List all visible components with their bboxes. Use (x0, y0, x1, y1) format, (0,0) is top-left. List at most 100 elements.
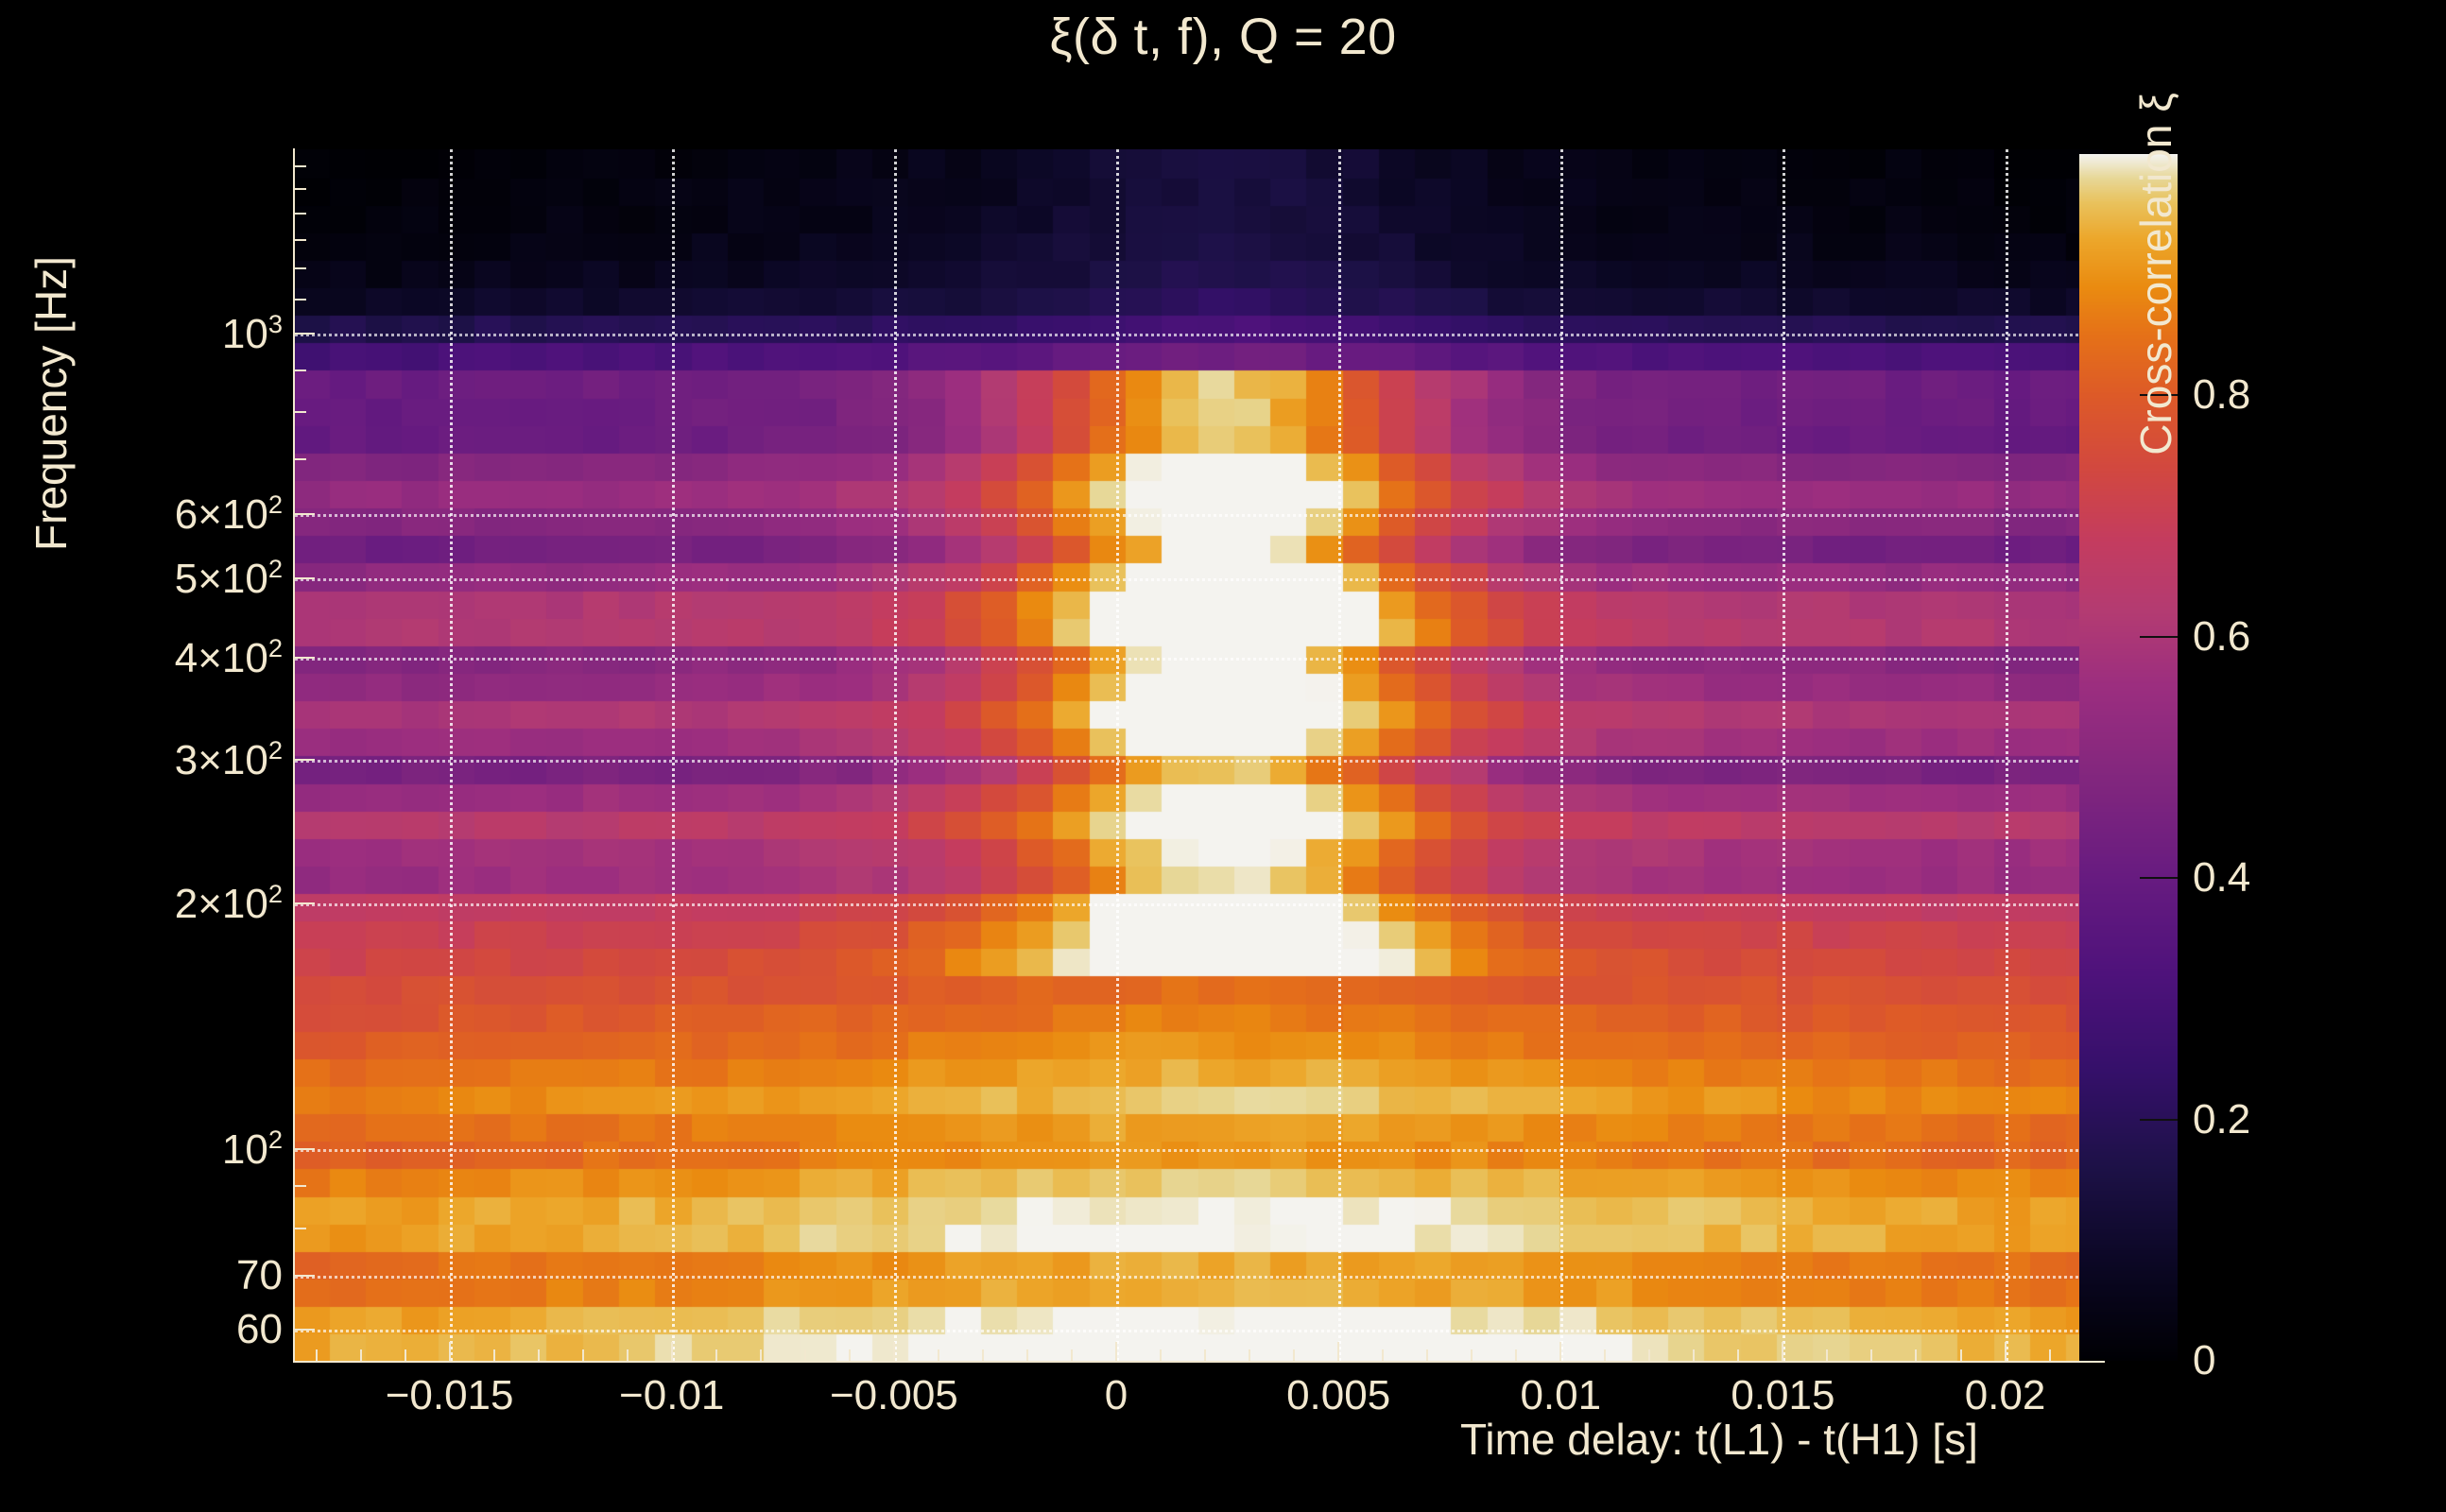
x-tick-mark-minor (1693, 1349, 1696, 1361)
y-tick-mark-minor (294, 458, 306, 461)
gridline-horizontal (294, 1148, 2103, 1152)
x-tick-mark-minor (404, 1349, 406, 1361)
x-tick-mark-minor (1870, 1349, 1873, 1361)
x-tick-mark-minor (359, 1349, 362, 1361)
x-tick-mark-minor (670, 1349, 673, 1361)
x-tick-mark-minor (448, 1349, 451, 1361)
y-tick-mark-minor (294, 165, 306, 168)
x-tick-mark-minor (1160, 1349, 1163, 1361)
x-tick-mark-minor (759, 1349, 762, 1361)
y-tick-mark-minor (294, 267, 306, 270)
gridline-vertical (449, 149, 453, 1361)
page-title: ξ(δ t, f), Q = 20 (1049, 9, 1397, 65)
gridline-vertical (671, 149, 675, 1361)
x-tick-mark-minor (1471, 1349, 1473, 1361)
y-tick-mark-minor (294, 577, 306, 580)
x-tick-mark-minor (1959, 1349, 1962, 1361)
x-tick-label: 0 (1104, 1372, 1128, 1418)
gridline-horizontal (294, 658, 2103, 662)
colorbar-tick-mark (2140, 635, 2178, 638)
y-tick-mark-minor (294, 1274, 306, 1277)
y-tick-mark (294, 1147, 315, 1150)
gridline-vertical (893, 149, 897, 1361)
y-axis-title: Frequency [Hz] (26, 256, 76, 551)
y-tick-mark (294, 332, 315, 335)
y-tick-mark-minor (294, 1185, 306, 1188)
y-tick-mark-minor (294, 411, 306, 414)
y-tick-mark-minor (294, 369, 306, 372)
gridline-horizontal (294, 514, 2103, 518)
gridline-horizontal (294, 902, 2103, 906)
x-tick-mark-minor (1382, 1349, 1385, 1361)
x-tick-mark-minor (1826, 1349, 1829, 1361)
gridline-horizontal (294, 1330, 2103, 1333)
x-tick-mark-minor (1337, 1349, 1340, 1361)
colorbar-title: Cross-correlation ξ (2131, 93, 2180, 455)
colorbar-tick-mark (2140, 1118, 2178, 1121)
gridline-vertical (2005, 149, 2008, 1361)
colorbar-tick-mark (2140, 394, 2178, 397)
y-tick-mark-minor (294, 902, 306, 904)
x-tick-mark-minor (848, 1349, 851, 1361)
colorbar-tick-label: 0 (2193, 1337, 2216, 1383)
x-tick-mark-minor (937, 1349, 939, 1361)
y-tick-label: 102 (221, 1125, 283, 1173)
y-tick-mark-minor (294, 1227, 306, 1229)
x-tick-mark-minor (537, 1349, 540, 1361)
x-tick-mark-minor (315, 1349, 318, 1361)
x-tick-mark-minor (1737, 1349, 1740, 1361)
x-tick-label: 0.01 (1520, 1372, 1602, 1418)
x-axis-line (293, 1361, 2105, 1363)
y-axis-line (293, 148, 295, 1362)
x-tick-mark-minor (803, 1349, 806, 1361)
x-tick-label: 0.005 (1286, 1372, 1391, 1418)
x-tick-mark-minor (1293, 1349, 1296, 1361)
x-tick-mark-minor (1515, 1349, 1518, 1361)
y-tick-label: 4×102 (174, 633, 283, 681)
colorbar[interactable] (2079, 154, 2178, 1361)
gridline-horizontal (294, 333, 2103, 336)
x-tick-mark-minor (1070, 1349, 1073, 1361)
colorbar-tick-label: 0.6 (2193, 612, 2251, 660)
x-axis-title: Time delay: t(L1) - t(H1) [s] (1460, 1415, 1978, 1464)
x-tick-mark-minor (1782, 1349, 1784, 1361)
gridline-vertical (1338, 149, 1342, 1361)
y-tick-mark-minor (294, 513, 306, 516)
y-tick-label: 6×102 (174, 490, 283, 538)
x-tick-mark-minor (492, 1349, 495, 1361)
x-tick-mark-minor (1915, 1349, 1918, 1361)
y-tick-label: 70 (236, 1251, 283, 1298)
y-tick-label: 2×102 (174, 879, 283, 927)
y-tick-label: 60 (236, 1306, 283, 1353)
y-tick-mark (294, 1329, 315, 1332)
heatmap-image (294, 149, 2103, 1361)
x-tick-mark-minor (1604, 1349, 1607, 1361)
y-tick-label: 3×102 (174, 735, 283, 783)
x-tick-label: −0.01 (619, 1372, 725, 1418)
heatmap-plot-area[interactable] (294, 149, 2103, 1361)
gridline-horizontal (294, 578, 2103, 582)
y-tick-label: 5×102 (174, 554, 283, 603)
gridline-vertical (1783, 149, 1786, 1361)
x-tick-mark-minor (1249, 1349, 1251, 1361)
x-tick-mark-minor (892, 1349, 895, 1361)
x-tick-mark-minor (1025, 1349, 1028, 1361)
x-tick-mark-minor (1204, 1349, 1207, 1361)
y-tick-label: 103 (221, 308, 283, 357)
x-tick-mark-minor (2004, 1349, 2007, 1361)
x-tick-mark-minor (2048, 1349, 2051, 1361)
colorbar-gradient (2079, 154, 2178, 1361)
gridline-vertical (1116, 149, 1119, 1361)
x-tick-mark-minor (1559, 1349, 1562, 1361)
y-tick-mark-minor (294, 213, 306, 215)
x-tick-mark-minor (581, 1349, 584, 1361)
colorbar-tick-mark (2140, 877, 2178, 880)
x-tick-mark-minor (1115, 1349, 1117, 1361)
gridline-horizontal (294, 1275, 2103, 1279)
x-tick-mark-minor (1426, 1349, 1429, 1361)
x-tick-mark-minor (626, 1349, 629, 1361)
y-tick-mark-minor (294, 298, 306, 301)
x-tick-mark-minor (1648, 1349, 1651, 1361)
y-tick-mark-minor (294, 188, 306, 191)
